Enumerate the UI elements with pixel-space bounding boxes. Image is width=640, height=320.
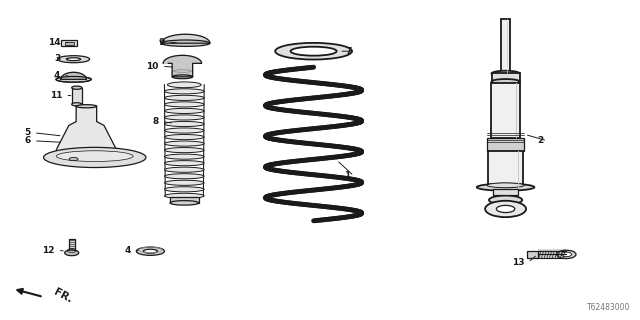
Text: 14: 14 (47, 38, 60, 47)
Text: 1: 1 (344, 172, 351, 180)
Ellipse shape (172, 75, 193, 79)
Ellipse shape (76, 105, 97, 108)
Text: 8: 8 (152, 117, 159, 126)
Ellipse shape (164, 121, 204, 126)
Ellipse shape (561, 252, 572, 257)
Text: 5: 5 (24, 128, 31, 137)
Ellipse shape (164, 148, 204, 153)
Polygon shape (61, 72, 86, 79)
Ellipse shape (164, 187, 204, 192)
Bar (69, 239, 74, 250)
Text: FR.: FR. (52, 287, 74, 305)
Ellipse shape (161, 40, 210, 46)
Ellipse shape (497, 205, 515, 212)
Ellipse shape (164, 154, 204, 159)
Ellipse shape (168, 82, 201, 88)
Ellipse shape (164, 108, 204, 114)
Ellipse shape (164, 95, 204, 100)
Text: 6: 6 (24, 136, 31, 145)
Ellipse shape (492, 79, 520, 84)
Ellipse shape (69, 157, 78, 161)
Polygon shape (161, 34, 210, 43)
Text: 3: 3 (54, 54, 60, 63)
Text: 4: 4 (125, 246, 131, 255)
Ellipse shape (67, 58, 81, 61)
Bar (491, 83, 520, 138)
Text: T62483000: T62483000 (587, 303, 630, 312)
Text: 13: 13 (512, 258, 525, 267)
Bar (488, 151, 523, 187)
Bar (487, 138, 524, 151)
Bar (72, 88, 82, 104)
Bar (527, 251, 538, 258)
Ellipse shape (164, 193, 204, 198)
Polygon shape (56, 106, 116, 154)
Ellipse shape (164, 167, 204, 172)
Ellipse shape (164, 102, 204, 107)
Bar (493, 189, 518, 195)
Polygon shape (61, 40, 77, 46)
Ellipse shape (164, 128, 204, 133)
Ellipse shape (56, 76, 92, 82)
Bar (501, 19, 510, 77)
Ellipse shape (164, 134, 204, 140)
Ellipse shape (164, 174, 204, 179)
Ellipse shape (291, 47, 337, 56)
Ellipse shape (136, 247, 164, 255)
Ellipse shape (72, 103, 82, 106)
Polygon shape (163, 55, 202, 77)
Text: 4: 4 (54, 71, 60, 80)
Text: 2: 2 (538, 136, 544, 145)
Ellipse shape (557, 250, 576, 259)
Ellipse shape (44, 147, 146, 168)
Ellipse shape (56, 151, 133, 162)
Ellipse shape (164, 141, 204, 146)
Text: 11: 11 (49, 91, 62, 100)
Ellipse shape (477, 184, 534, 191)
Ellipse shape (164, 89, 204, 94)
Text: 9: 9 (159, 38, 165, 47)
Ellipse shape (170, 201, 198, 205)
Text: 12: 12 (42, 246, 54, 255)
Ellipse shape (164, 161, 204, 166)
Ellipse shape (143, 249, 157, 253)
Bar (492, 73, 520, 82)
Ellipse shape (65, 250, 79, 256)
Ellipse shape (485, 201, 526, 217)
Ellipse shape (58, 56, 90, 63)
Ellipse shape (164, 180, 204, 185)
Text: 10: 10 (147, 62, 159, 71)
Ellipse shape (72, 86, 82, 89)
Text: 7: 7 (346, 47, 352, 56)
Ellipse shape (489, 196, 522, 204)
Ellipse shape (487, 183, 524, 188)
Bar (170, 197, 198, 203)
Ellipse shape (492, 71, 520, 76)
Ellipse shape (164, 115, 204, 120)
Polygon shape (65, 42, 74, 45)
Ellipse shape (275, 43, 352, 60)
